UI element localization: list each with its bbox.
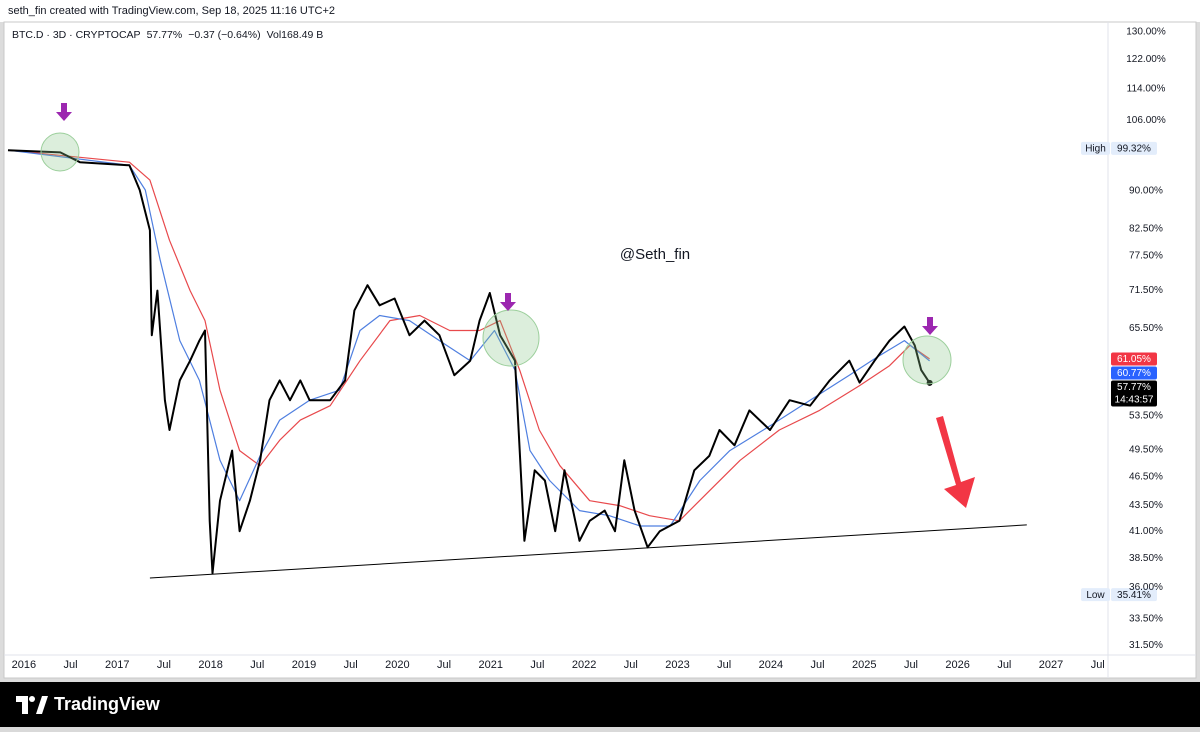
y-tick-label: 114.00% xyxy=(1127,83,1166,94)
down-arrow xyxy=(922,317,938,335)
x-tick-label: 2016 xyxy=(12,659,36,671)
y-tick-label: 31.50% xyxy=(1129,640,1163,651)
logo-mark xyxy=(16,696,28,714)
x-tick-label: Jul xyxy=(250,659,264,671)
y-tick-label: 49.50% xyxy=(1129,444,1163,455)
price-badge-value: 57.77% xyxy=(1117,382,1151,393)
x-tick-label: Jul xyxy=(437,659,451,671)
price-badge-value: 60.77% xyxy=(1117,368,1151,379)
y-tick-label: 65.50% xyxy=(1129,323,1163,334)
x-tick-label: 2018 xyxy=(198,659,222,671)
last-value: 57.77% xyxy=(147,29,183,41)
symbol-legend: BTC.D · 3D · CRYPTOCAP 57.77% −0.37 (−0.64… xyxy=(12,29,323,41)
y-tick-label: 122.00% xyxy=(1126,54,1166,65)
y-tick-label: 38.50% xyxy=(1129,553,1163,564)
price-badge xyxy=(1111,380,1157,407)
plot-area xyxy=(7,149,1027,579)
y-tick-label: 33.50% xyxy=(1129,613,1163,624)
change: −0.37 (−0.64%) xyxy=(188,29,260,41)
x-tick-label: 2024 xyxy=(759,659,783,671)
trend-arrow xyxy=(936,416,975,508)
x-tick-label: 2025 xyxy=(852,659,876,671)
y-tick-label: 90.00% xyxy=(1129,186,1163,197)
y-tick-label: 46.50% xyxy=(1129,471,1163,482)
price-badges: 99.32% High 61.05% 60.77% 57.77% 14:43:57 35.4… xyxy=(1081,141,1157,602)
header-text: seth_fin created with TradingView.com, S… xyxy=(8,5,335,17)
x-tick-label: 2022 xyxy=(572,659,596,671)
price-badge-value: 99.32% xyxy=(1117,143,1151,154)
price-badge-name: High xyxy=(1085,143,1106,154)
countdown: 14:43:57 xyxy=(1115,395,1154,406)
x-tick-label: Jul xyxy=(64,659,78,671)
price-badge-name-bg xyxy=(1081,588,1110,602)
x-tick-label: Jul xyxy=(624,659,638,671)
logo-mark xyxy=(36,696,48,714)
x-tick-label: Jul xyxy=(811,659,825,671)
y-tick-label: 41.00% xyxy=(1129,526,1163,537)
x-tick-label: Jul xyxy=(344,659,358,671)
down-arrow xyxy=(500,293,516,311)
x-tick-label: 2027 xyxy=(1039,659,1063,671)
footer-bar xyxy=(0,682,1200,727)
y-tick-label: 130.00% xyxy=(1126,27,1166,38)
footer-logo xyxy=(16,696,48,714)
y-tick-label: 71.50% xyxy=(1129,285,1163,296)
price-badge xyxy=(1111,352,1157,366)
volume: Vol168.49 B xyxy=(267,29,324,41)
highlight-circle xyxy=(482,309,540,367)
price-badge xyxy=(1111,588,1157,602)
price-line xyxy=(7,149,930,522)
x-tick-label: 2026 xyxy=(945,659,969,671)
highlight-circle xyxy=(40,132,80,172)
down-arrow xyxy=(56,103,72,121)
x-tick-label: Jul xyxy=(530,659,544,671)
highlight-circle xyxy=(902,335,952,385)
symbol: BTC.D · 3D · CRYPTOCAP xyxy=(12,29,141,41)
y-tick-label: 77.50% xyxy=(1129,250,1163,261)
price-badge-name-bg xyxy=(1081,141,1110,155)
watermark: @Seth_fin xyxy=(620,246,690,263)
y-tick-label: 106.00% xyxy=(1126,115,1166,126)
price-badge-name: Low xyxy=(1086,590,1105,601)
x-tick-label: 2019 xyxy=(292,659,316,671)
price-badge-value: 61.05% xyxy=(1117,354,1151,365)
x-tick-label: 2017 xyxy=(105,659,129,671)
y-tick-label: 53.50% xyxy=(1129,411,1163,422)
price-badge xyxy=(1111,366,1157,380)
x-tick-label: Jul xyxy=(157,659,171,671)
trendline xyxy=(149,524,1027,579)
chart-panel xyxy=(3,21,1197,679)
x-tick-label: 2023 xyxy=(665,659,689,671)
price-line xyxy=(7,149,931,575)
x-tick-label: Jul xyxy=(997,659,1011,671)
y-tick-label: 82.50% xyxy=(1129,223,1163,234)
price-badge xyxy=(1111,141,1157,155)
x-tick-label: 2020 xyxy=(385,659,409,671)
x-tick-label: 2021 xyxy=(479,659,503,671)
x-tick-label: Jul xyxy=(717,659,731,671)
annotations xyxy=(40,103,975,508)
header-bar xyxy=(0,0,1200,22)
footer-brand: TradingView xyxy=(54,694,161,714)
x-tick-label: Jul xyxy=(904,659,918,671)
y-tick-label: 36.00% xyxy=(1129,582,1163,593)
x-tick-label: Jul xyxy=(1091,659,1105,671)
price-badge-value: 35.41% xyxy=(1117,590,1151,601)
y-tick-label: 43.50% xyxy=(1129,500,1163,511)
logo-mark xyxy=(29,696,35,702)
